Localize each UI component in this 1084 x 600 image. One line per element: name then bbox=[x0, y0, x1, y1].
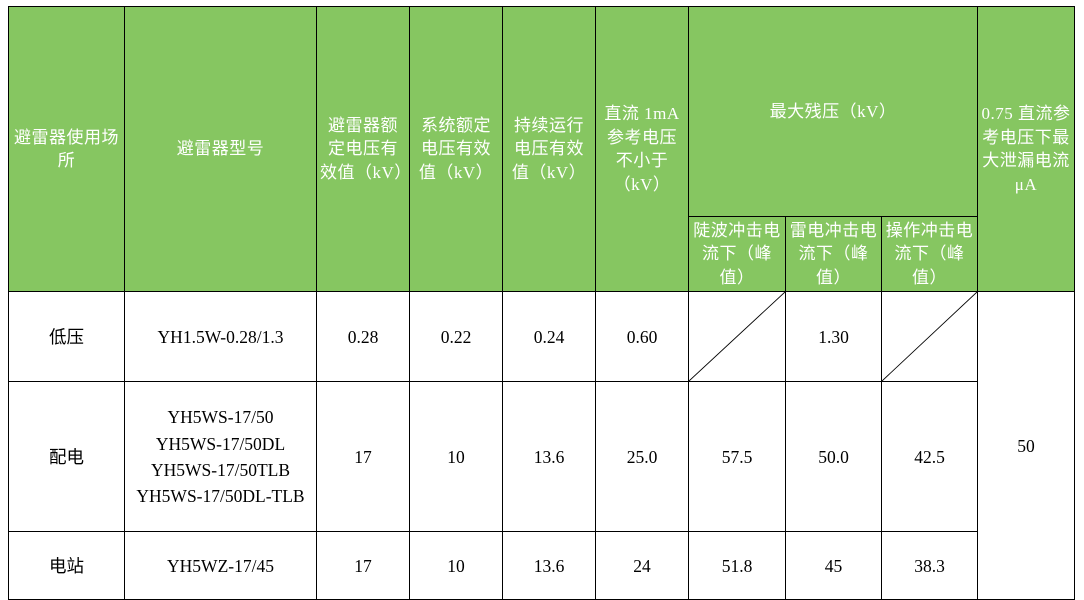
cell-arrester-model: YH1.5W-0.28/1.3 bbox=[124, 291, 317, 383]
header-max-residual-voltage-group: 最大残压（kV） bbox=[688, 6, 978, 217]
cell-dc-1ma-reference-voltage: 25.0 bbox=[595, 381, 689, 533]
cell-usage-place: 电站 bbox=[8, 531, 125, 600]
cell-switching-impulse-residual: 42.5 bbox=[881, 381, 978, 533]
cell-system-rated-voltage: 10 bbox=[409, 381, 503, 533]
cell-usage-place: 配电 bbox=[8, 381, 125, 533]
cell-dc-1ma-reference-voltage: 0.60 bbox=[595, 291, 689, 383]
spec-table-container: 避雷器使用场所 避雷器型号 避雷器额定电压有效值（kV） 系统额定电压有效值（k… bbox=[8, 5, 1075, 600]
cell-rated-voltage: 0.28 bbox=[316, 291, 410, 383]
cell-steep-wave-residual-not-applicable bbox=[688, 291, 786, 383]
header-system-rated-voltage: 系统额定电压有效值（kV） bbox=[409, 5, 503, 293]
cell-rated-voltage: 17 bbox=[316, 531, 410, 600]
cell-switching-impulse-residual-not-applicable bbox=[881, 291, 978, 383]
cell-usage-place: 低压 bbox=[8, 291, 125, 383]
cell-dc-1ma-reference-voltage: 24 bbox=[595, 531, 689, 600]
cell-lightning-impulse-residual: 1.30 bbox=[785, 291, 882, 383]
header-rated-voltage: 避雷器额定电压有效值（kV） bbox=[316, 5, 411, 293]
cell-arrester-model: YH5WS-17/50 YH5WS-17/50DL YH5WS-17/50TLB… bbox=[124, 381, 317, 533]
cell-steep-wave-residual: 51.8 bbox=[688, 531, 786, 600]
cell-max-leakage-current: 50 bbox=[977, 291, 1075, 600]
header-continuous-operating-voltage: 持续运行电压有效值（kV） bbox=[502, 5, 596, 293]
table-row: 低压 YH1.5W-0.28/1.3 0.28 0.22 0.24 0.60 1… bbox=[8, 291, 1075, 600]
header-switching-impulse-current: 操作冲击电流下（峰值） bbox=[881, 215, 978, 293]
header-max-leakage-current: 0.75 直流参考电压下最大泄漏电流 μA bbox=[977, 5, 1075, 293]
diagonal-slash-icon bbox=[689, 292, 785, 381]
cell-arrester-model: YH5WZ-17/45 bbox=[124, 531, 317, 600]
cell-switching-impulse-residual: 38.3 bbox=[881, 531, 978, 600]
cell-continuous-operating-voltage: 13.6 bbox=[502, 531, 596, 600]
table-row: 电站 YH5WZ-17/45 17 10 13.6 24 51.8 45 38.… bbox=[8, 531, 1075, 600]
header-row-primary: 避雷器使用场所 避雷器型号 避雷器额定电压有效值（kV） 系统额定电压有效值（k… bbox=[8, 5, 1075, 293]
cell-steep-wave-residual: 57.5 bbox=[688, 381, 786, 533]
cell-system-rated-voltage: 0.22 bbox=[409, 291, 503, 383]
header-usage-place: 避雷器使用场所 bbox=[8, 5, 125, 293]
cell-lightning-impulse-residual: 45 bbox=[785, 531, 882, 600]
arrester-specification-table: 避雷器使用场所 避雷器型号 避雷器额定电压有效值（kV） 系统额定电压有效值（k… bbox=[8, 5, 1075, 600]
header-row-secondary: 陡波冲击电流下（峰值） 雷电冲击电流下（峰值） 操作冲击电流下（峰值） bbox=[9, 215, 1075, 293]
table-row: 配电 YH5WS-17/50 YH5WS-17/50DL YH5WS-17/50… bbox=[8, 381, 1075, 533]
cell-continuous-operating-voltage: 0.24 bbox=[502, 291, 596, 383]
header-steep-wave-impulse-current: 陡波冲击电流下（峰值） bbox=[688, 215, 786, 293]
cell-system-rated-voltage: 10 bbox=[409, 531, 503, 600]
cell-lightning-impulse-residual: 50.0 bbox=[785, 381, 882, 533]
table-header: 避雷器使用场所 避雷器型号 避雷器额定电压有效值（kV） 系统额定电压有效值（k… bbox=[8, 5, 1075, 293]
header-dc-1ma-reference-voltage: 直流 1mA 参考电压不小于（kV） bbox=[595, 5, 689, 293]
header-arrester-model: 避雷器型号 bbox=[124, 5, 317, 293]
cell-continuous-operating-voltage: 13.6 bbox=[502, 381, 596, 533]
diagonal-slash-icon bbox=[882, 292, 977, 381]
header-lightning-impulse-current: 雷电冲击电流下（峰值） bbox=[785, 215, 882, 293]
cell-rated-voltage: 17 bbox=[316, 381, 410, 533]
table-body: 低压 YH1.5W-0.28/1.3 0.28 0.22 0.24 0.60 1… bbox=[8, 291, 1075, 600]
